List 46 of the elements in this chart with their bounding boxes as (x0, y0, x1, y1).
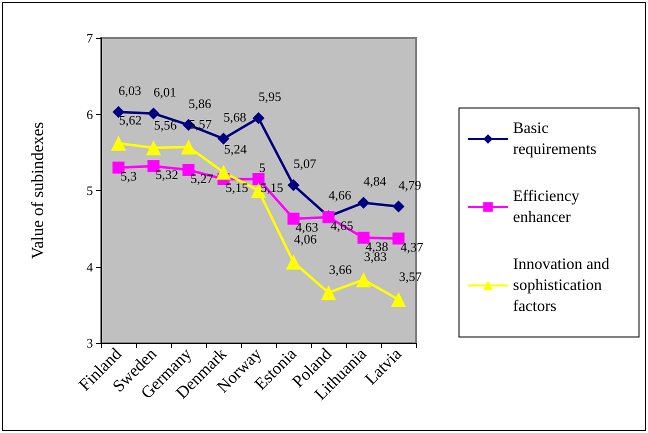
point (181, 140, 196, 155)
data-label: 5,62 (119, 112, 142, 128)
data-label: 4,84 (364, 174, 387, 189)
point (392, 200, 404, 213)
data-label: 5,3 (120, 168, 137, 184)
data-label: 3,57 (399, 269, 422, 284)
data-label: 5 (259, 160, 266, 175)
point (148, 107, 160, 120)
point (252, 112, 264, 124)
point (356, 272, 371, 288)
point (391, 292, 406, 308)
data-label: 5,56 (154, 117, 178, 132)
point (218, 132, 230, 145)
data-label: 5,27 (190, 170, 214, 186)
point (252, 173, 264, 186)
y-tick-label: 5 (86, 183, 93, 198)
data-label: 4,79 (398, 178, 422, 193)
point (286, 254, 301, 270)
data-label: 5,24 (224, 142, 248, 157)
data-label: 4,37 (400, 240, 424, 255)
y-tick-label: 6 (86, 106, 94, 122)
data-label: 5,86 (188, 96, 212, 111)
data-label: 4,66 (328, 187, 352, 202)
point (146, 140, 161, 156)
data-label: 5,95 (258, 89, 282, 104)
point (358, 196, 370, 209)
point (216, 164, 231, 180)
point (288, 179, 300, 192)
data-label: 6,03 (118, 82, 142, 98)
y-tick-label: 3 (86, 336, 93, 350)
data-label: 3,66 (329, 262, 352, 278)
point (321, 285, 336, 300)
point (358, 232, 370, 244)
point (111, 136, 126, 151)
data-label: 5,68 (224, 110, 246, 125)
data-label: 6,01 (154, 84, 176, 100)
legend-label: Efficiency enhancer (513, 188, 584, 226)
legend-label: Basic requirements (513, 120, 597, 158)
legend-label: Innovation and sophistication factors (513, 256, 614, 315)
y-tick-label: 7 (86, 30, 94, 46)
data-label: 5,15 (226, 180, 248, 196)
y-tick-label: 4 (86, 259, 94, 274)
data-label: 5,07 (294, 156, 317, 172)
point (182, 164, 194, 176)
data-label: 5,32 (156, 167, 178, 182)
y-axis-title: Value of subindexes (28, 122, 47, 259)
